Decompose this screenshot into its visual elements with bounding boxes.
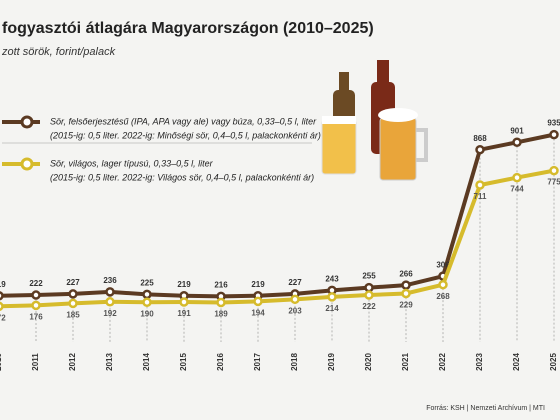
value-label: 203 bbox=[288, 306, 302, 315]
beer-illustration bbox=[321, 60, 428, 181]
x-tick-label: 2025 bbox=[549, 353, 558, 371]
x-tick-label: 2015 bbox=[179, 353, 188, 371]
point bbox=[31, 290, 41, 300]
point bbox=[0, 301, 4, 311]
x-tick-label: 2011 bbox=[31, 353, 40, 371]
x-tick-label: 2010 bbox=[0, 353, 3, 371]
x-tick-label: 2019 bbox=[327, 353, 336, 371]
value-label: 176 bbox=[29, 313, 43, 322]
series-line bbox=[0, 132, 555, 299]
value-label: 225 bbox=[140, 278, 154, 287]
legend-note: (2015-ig: 0,5 liter. 2022-ig: Világos sö… bbox=[50, 172, 314, 182]
value-label: 190 bbox=[140, 309, 154, 318]
series-line bbox=[0, 168, 555, 309]
value-label: 243 bbox=[325, 274, 339, 283]
point bbox=[253, 296, 263, 307]
x-tick-label: 2023 bbox=[475, 353, 484, 371]
point bbox=[438, 279, 448, 290]
value-label: 227 bbox=[288, 278, 302, 287]
legend-marker bbox=[20, 115, 34, 129]
point bbox=[549, 165, 559, 176]
chart-title: fogyasztói átlagára Magyarországon (2010… bbox=[2, 20, 374, 37]
x-tick-label: 2017 bbox=[253, 353, 262, 371]
point bbox=[364, 290, 374, 300]
x-tick-label: 2016 bbox=[216, 353, 225, 371]
value-label: 214 bbox=[325, 304, 339, 313]
point bbox=[549, 129, 559, 140]
value-label: 216 bbox=[214, 281, 228, 290]
value-label: 189 bbox=[214, 310, 228, 319]
value-label: 711 bbox=[474, 192, 487, 201]
value-label: 775 bbox=[547, 178, 560, 187]
point bbox=[68, 298, 78, 309]
legend-label: Sör, világos, lager típusú, 0,33–0,5 l, … bbox=[50, 158, 214, 168]
value-label: 172 bbox=[0, 313, 6, 322]
point bbox=[290, 294, 300, 305]
x-tick-label: 2024 bbox=[512, 353, 521, 371]
value-label: 194 bbox=[251, 308, 265, 317]
point bbox=[401, 288, 411, 299]
value-label: 236 bbox=[103, 276, 117, 285]
x-tick-label: 2014 bbox=[142, 353, 151, 371]
value-label: 935 bbox=[547, 119, 560, 128]
value-label: 192 bbox=[103, 309, 117, 318]
value-label: 219 bbox=[0, 280, 6, 289]
point bbox=[68, 289, 78, 299]
x-tick-label: 2022 bbox=[438, 353, 447, 371]
value-label: 306 bbox=[436, 260, 450, 269]
chart-subtitle: zott sörök, forint/palack bbox=[1, 46, 116, 58]
point bbox=[475, 144, 485, 155]
point bbox=[179, 297, 189, 307]
value-label: 868 bbox=[473, 134, 487, 143]
source: Forrás: KSH | Nemzeti Archívum | MTI bbox=[426, 405, 545, 412]
point bbox=[475, 180, 485, 190]
legend-marker bbox=[20, 157, 34, 171]
point bbox=[216, 297, 226, 308]
legend-label: Sör, felsőerjesztésű (IPA, APA vagy ale)… bbox=[50, 116, 317, 126]
point bbox=[0, 291, 4, 301]
point bbox=[142, 289, 152, 300]
value-label: 229 bbox=[399, 301, 413, 310]
point bbox=[512, 137, 522, 148]
point bbox=[327, 292, 337, 302]
point bbox=[142, 297, 152, 307]
point bbox=[31, 300, 41, 311]
value-label: 744 bbox=[510, 185, 524, 194]
point bbox=[364, 282, 374, 293]
value-label: 222 bbox=[29, 279, 43, 288]
value-label: 227 bbox=[66, 278, 80, 287]
x-tick-label: 2018 bbox=[290, 353, 299, 371]
value-label: 222 bbox=[362, 302, 376, 311]
x-tick-label: 2020 bbox=[364, 353, 373, 371]
value-label: 255 bbox=[362, 272, 376, 281]
x-tick-label: 2013 bbox=[105, 353, 114, 371]
point bbox=[512, 172, 522, 183]
value-label: 268 bbox=[436, 292, 450, 301]
x-tick-label: 2021 bbox=[401, 353, 410, 371]
value-label: 185 bbox=[66, 310, 80, 319]
value-label: 901 bbox=[510, 126, 524, 135]
value-label: 219 bbox=[177, 280, 191, 289]
point bbox=[401, 280, 411, 290]
x-tick-label: 2012 bbox=[68, 353, 77, 371]
legend-note: (2015-ig: 0,5 liter. 2022-ig: Minőségi s… bbox=[50, 130, 321, 140]
value-label: 266 bbox=[399, 269, 413, 278]
value-label: 191 bbox=[177, 309, 191, 318]
point bbox=[105, 287, 115, 297]
value-label: 219 bbox=[251, 280, 265, 289]
point bbox=[105, 297, 115, 307]
